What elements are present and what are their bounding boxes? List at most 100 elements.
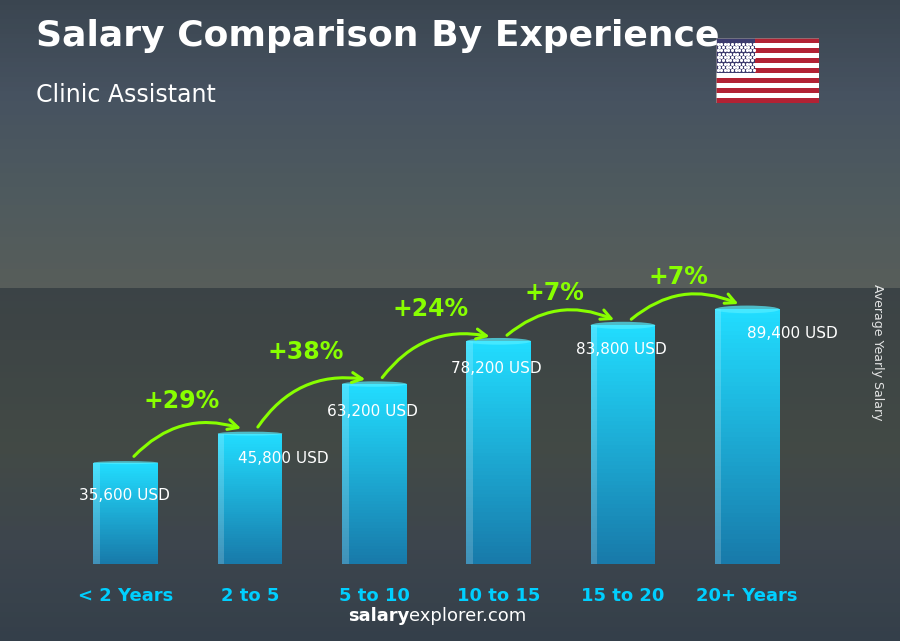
Bar [466,549,531,553]
Bar [0,501,900,506]
Bar [466,538,531,542]
Bar [0,62,900,67]
Bar [590,548,655,552]
Bar [218,449,283,451]
Bar [590,517,655,520]
Bar [218,486,283,488]
Bar [218,514,283,516]
Bar [590,461,655,465]
Bar [0,372,900,378]
Bar [0,520,900,526]
Bar [342,537,407,540]
Bar [466,560,531,564]
Bar [0,14,900,19]
Bar [715,390,779,394]
Bar [466,464,531,467]
Bar [590,537,655,540]
Bar [0,549,900,554]
Bar [715,424,779,428]
Bar [590,397,655,401]
Bar [715,373,779,378]
Text: < 2 Years: < 2 Years [78,587,174,605]
Bar [0,588,900,593]
Bar [716,44,819,48]
Bar [94,537,158,538]
Bar [94,495,158,497]
Bar [342,552,407,555]
Bar [590,445,655,449]
Bar [715,551,779,556]
Bar [218,547,283,549]
Bar [466,494,531,497]
Bar [94,551,158,553]
Bar [0,545,900,550]
Bar [342,495,407,498]
Bar [0,627,900,631]
Bar [342,528,407,531]
Bar [466,542,531,545]
Bar [94,505,158,506]
Bar [94,562,158,564]
Bar [218,458,283,460]
Text: +7%: +7% [649,265,709,289]
Bar [466,449,531,453]
Bar [342,456,407,459]
Bar [94,559,158,561]
Bar [466,360,531,363]
Bar [342,555,407,558]
Bar [342,546,407,549]
Bar [715,445,779,449]
Bar [0,81,900,87]
Bar [0,178,900,183]
Bar [94,463,158,464]
Bar [715,339,779,344]
Bar [590,512,655,517]
Bar [466,345,531,349]
Bar [715,492,779,496]
Bar [0,135,900,140]
Bar [715,560,779,564]
Bar [0,554,900,559]
Bar [715,356,779,360]
Bar [0,487,900,492]
Bar [342,513,407,516]
Bar [0,199,900,205]
Bar [590,333,655,337]
Bar [590,472,655,476]
Bar [0,365,900,372]
Bar [342,450,407,453]
Bar [715,412,779,415]
Bar [590,508,655,512]
Bar [218,525,283,527]
Bar [342,447,407,450]
Bar [715,433,779,437]
Bar [590,393,655,397]
Bar [0,256,900,263]
Bar [716,73,819,78]
Bar [590,488,655,492]
Bar [590,476,655,481]
Bar [590,441,655,445]
Bar [0,250,900,256]
Bar [342,561,407,564]
Bar [466,486,531,490]
Bar [94,488,158,490]
Bar [466,341,531,345]
Bar [0,212,900,218]
Bar [0,353,900,359]
Bar [218,562,283,564]
Bar [466,453,531,456]
Bar [0,473,900,478]
Bar [590,540,655,544]
Bar [0,10,900,14]
Bar [590,326,655,329]
Bar [94,532,158,534]
Bar [94,473,158,474]
Bar [715,381,779,386]
Bar [0,463,900,468]
Bar [0,121,900,125]
Bar [218,440,283,442]
Bar [342,441,407,444]
Bar [715,394,779,399]
Bar [716,88,819,93]
